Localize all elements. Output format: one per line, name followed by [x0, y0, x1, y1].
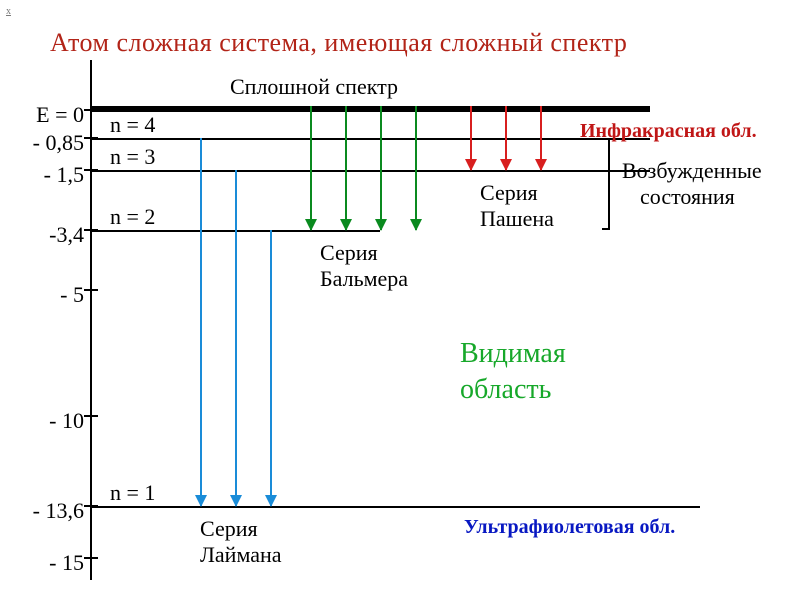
energy-level-label: n = 3: [110, 144, 155, 170]
energy-level-label: n = 1: [110, 480, 155, 506]
balmer-series-label: Бальмера: [320, 266, 408, 292]
y-axis-label: - 0,85: [33, 130, 84, 156]
lyman-series-arrow: [270, 230, 272, 506]
annotation-uv: Ультрафиолетовая обл.: [464, 516, 675, 539]
energy-level-line: [90, 138, 650, 140]
y-axis-label: - 15: [49, 550, 84, 576]
balmer-series-arrow: [415, 106, 417, 230]
continuous-spectrum-label: Сплошной спектр: [230, 74, 398, 100]
paschen-series-label: Серия: [480, 180, 538, 206]
y-axis-label: - 5: [60, 282, 84, 308]
continuous-spectrum-line: [90, 106, 650, 112]
y-axis-label: - 1,5: [44, 162, 84, 188]
energy-level-label: n = 4: [110, 112, 155, 138]
lyman-series-label: Лаймана: [200, 542, 282, 568]
corner-mark: x: [6, 6, 11, 17]
annotation-visible2: область: [460, 374, 551, 406]
y-axis-label: E = 0: [36, 102, 84, 128]
page-title: Атом сложная система, имеющая сложный сп…: [50, 28, 627, 58]
annotation-excited1: Возбужденные: [622, 158, 762, 184]
x-axis: [90, 506, 700, 508]
annotation-excited2: состояния: [640, 184, 735, 210]
balmer-series-arrow: [345, 106, 347, 230]
energy-level-label: n = 2: [110, 204, 155, 230]
y-axis-label: - 13,6: [33, 498, 84, 524]
balmer-series-arrow: [380, 106, 382, 230]
balmer-series-arrow: [310, 106, 312, 230]
y-tick: [84, 557, 98, 559]
annotation-visible1: Видимая: [460, 338, 566, 370]
y-tick: [84, 415, 98, 417]
excited-states-bracket: [608, 138, 610, 230]
lyman-series-label: Серия: [200, 516, 258, 542]
lyman-series-arrow: [235, 170, 237, 506]
y-axis-label: - 10: [49, 408, 84, 434]
y-axis-label: -3,4: [49, 222, 84, 248]
y-tick: [84, 289, 98, 291]
paschen-series-label: Пашена: [480, 206, 554, 232]
paschen-series-arrow: [540, 106, 542, 170]
annotation-infrared: Инфракрасная обл.: [580, 120, 757, 143]
paschen-series-arrow: [505, 106, 507, 170]
paschen-series-arrow: [470, 106, 472, 170]
balmer-series-label: Серия: [320, 240, 378, 266]
lyman-series-arrow: [200, 138, 202, 506]
energy-level-diagram: E = 0- 0,85 - 1,5 -3,4 - 5 - 10 - 13,6 - 15 Спл…: [0, 60, 800, 600]
energy-level-line: [90, 170, 650, 172]
